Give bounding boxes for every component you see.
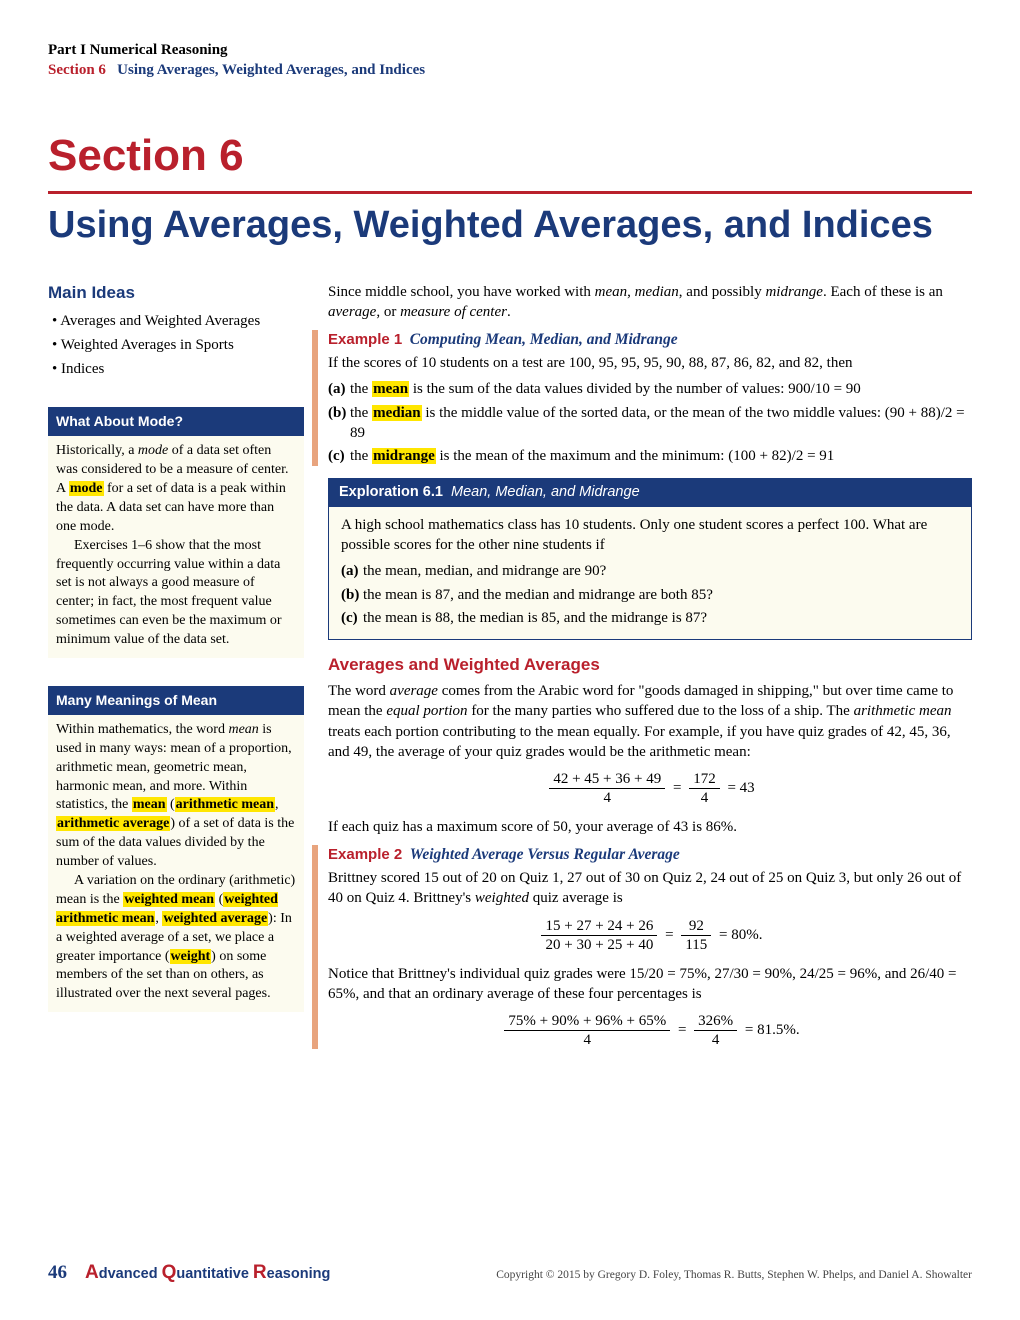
sidebar-title: Many Meanings of Mean [48,686,304,715]
exploration-lead: A high school mathematics class has 10 s… [341,515,959,556]
example-num: Example 1 [328,331,402,348]
example-lead: If the scores of 10 students on a test a… [328,353,972,373]
sidebar-mean: Many Meanings of Mean Within mathematics… [48,686,304,1012]
math-equation: 15 + 27 + 24 + 2620 + 30 + 25 + 40 = 921… [328,917,972,954]
section-num-small: Section 6 [48,62,106,78]
sidebar-body: Historically, a mode of a data set often… [48,436,304,658]
example-1: Example 1 Computing Mean, Median, and Mi… [312,330,972,466]
body-para: Brittney scored 15 out of 20 on Quiz 1, … [328,868,972,909]
sidebar-para: Historically, a mode of a data set often… [56,442,296,536]
section-title-small: Using Averages, Weighted Averages, and I… [117,62,425,78]
example-num: Example 2 [328,846,402,863]
main-ideas-heading: Main Ideas [48,282,304,305]
subsection-heading: Averages and Weighted Averages [328,654,972,677]
body-para: If each quiz has a maximum score of 50, … [328,817,972,837]
exploration-list: (a)the mean, median, and midrange are 90… [341,561,959,628]
example-title: Computing Mean, Median, and Midrange [410,331,678,348]
list-item: Averages and Weighted Averages [52,311,304,331]
section-label: Section 6 Using Averages, Weighted Avera… [48,60,972,80]
body-para: Notice that Brittney's individual quiz g… [328,964,972,1005]
page-footer: 46 Advanced Quantitative Reasoning Copyr… [48,1260,972,1286]
exploration-body: A high school mathematics class has 10 s… [329,507,971,639]
example-heading: Example 2 Weighted Average Versus Regula… [328,845,972,866]
math-equation: 75% + 90% + 96% + 65%4 = 326%4 = 81.5%. [328,1012,972,1049]
sidebar-para: Exercises 1–6 show that the most frequen… [56,537,296,650]
sidebar-mode: What About Mode? Historically, a mode of… [48,407,304,658]
example-list: (a)the mean is the sum of the data value… [328,379,972,466]
list-item: (b)the mean is 87, and the median and mi… [363,585,959,605]
title-rule [48,191,972,194]
sidebar-body: Within mathematics, the word mean is use… [48,715,304,1012]
example-heading: Example 1 Computing Mean, Median, and Mi… [328,330,972,351]
sidebar-para: Within mathematics, the word mean is use… [56,721,296,872]
section-number: Section 6 [48,126,972,185]
page-header: Part I Numerical Reasoning Section 6 Usi… [48,40,972,81]
sidebar-title: What About Mode? [48,407,304,436]
list-item: (b)the median is the middle value of the… [350,403,972,444]
list-item: (a)the mean, median, and midrange are 90… [363,561,959,581]
part-label: Part I Numerical Reasoning [48,40,972,60]
intro-para: Since middle school, you have worked wit… [328,282,972,323]
book-title: Advanced Quantitative Reasoning [85,1260,330,1286]
page-number: 46 [48,1260,67,1286]
exploration-heading: Exploration 6.1 Mean, Median, and Midran… [329,479,971,507]
math-equation: 42 + 45 + 36 + 494 = 1724 = 43 [328,770,972,807]
copyright: Copyright © 2015 by Gregory D. Foley, Th… [496,1268,972,1284]
left-column: Main Ideas Averages and Weighted Average… [48,282,304,1062]
main-ideas-list: Averages and Weighted Averages Weighted … [48,311,304,380]
example-2: Example 2 Weighted Average Versus Regula… [312,845,972,1049]
sidebar-para: A variation on the ordinary (arithmetic)… [56,872,296,1004]
two-column-layout: Main Ideas Averages and Weighted Average… [48,282,972,1062]
list-item: Weighted Averages in Sports [52,335,304,355]
list-item: (a)the mean is the sum of the data value… [350,379,972,399]
example-title: Weighted Average Versus Regular Average [410,846,680,863]
body-para: The word average comes from the Arabic w… [328,681,972,762]
list-item: Indices [52,359,304,379]
page-title: Using Averages, Weighted Averages, and I… [48,204,972,248]
exploration-box: Exploration 6.1 Mean, Median, and Midran… [328,478,972,640]
list-item: (c)the midrange is the mean of the maxim… [350,446,972,466]
right-column: Since middle school, you have worked wit… [328,282,972,1062]
list-item: (c)the mean is 88, the median is 85, and… [363,608,959,628]
exploration-num: Exploration 6.1 [339,484,443,500]
exploration-title: Mean, Median, and Midrange [451,484,640,500]
